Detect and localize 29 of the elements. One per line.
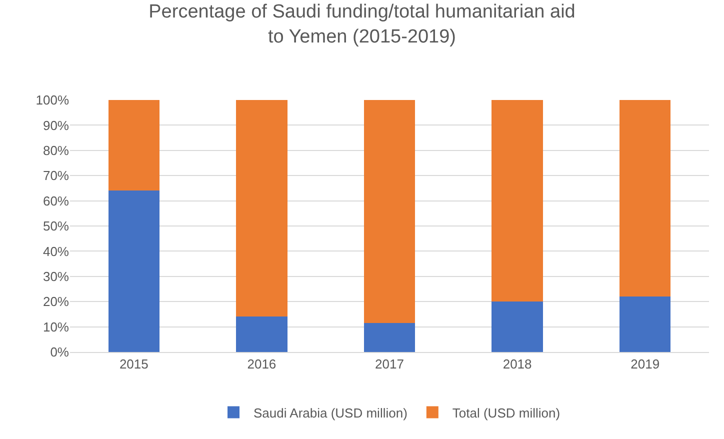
bar [620, 100, 671, 297]
y-tick-label: 90% [42, 118, 70, 133]
x-tick-label: 2017 [375, 356, 404, 372]
x-tick-label: 2019 [630, 356, 660, 372]
x-tick-label: 2016 [247, 356, 276, 372]
x-tick-label: 2018 [502, 356, 532, 372]
y-tick-label: 0% [50, 344, 70, 360]
bar [108, 100, 160, 191]
x-tick-label: 2015 [119, 356, 148, 372]
y-tick-label: 80% [42, 142, 70, 158]
legend-label: Saudi Arabia (USD million) [254, 405, 408, 420]
bar [108, 190, 160, 352]
y-tick-label: 30% [42, 268, 70, 284]
y-tick-label: 60% [42, 193, 70, 208]
y-tick-label: 10% [42, 319, 70, 334]
bar [236, 100, 288, 317]
chart-title: Percentage of Saudi funding/total humanitarian aid to Yemen (2015-2019) [148, 2, 576, 48]
y-tick-label: 50% [42, 218, 70, 234]
y-tick-label: 40% [42, 244, 70, 259]
bar [236, 316, 288, 352]
bar [364, 100, 416, 324]
bar [364, 323, 416, 352]
bar [492, 302, 543, 352]
y-tick-label: 100% [36, 92, 70, 108]
y-tick-label: 70% [42, 168, 70, 184]
y-tick-label: 20% [42, 294, 70, 310]
legend-label: Total (USD million) [452, 405, 560, 420]
bar [492, 100, 543, 302]
bar [620, 296, 671, 352]
